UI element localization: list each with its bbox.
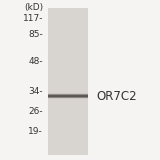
Text: 26-: 26- [29, 107, 43, 116]
Bar [48, 94, 88, 95]
Bar [48, 93, 88, 94]
Text: 19-: 19- [28, 128, 43, 136]
Bar [48, 97, 88, 98]
Text: (kD): (kD) [24, 3, 43, 12]
Bar [48, 93, 88, 94]
Bar [48, 95, 88, 96]
Bar [48, 95, 88, 96]
Bar [48, 95, 88, 96]
Bar [48, 98, 88, 99]
Bar [48, 96, 88, 97]
Text: OR7C2: OR7C2 [96, 89, 137, 103]
Bar [48, 93, 88, 94]
Text: 34-: 34- [29, 88, 43, 96]
Bar [48, 96, 88, 97]
Bar [48, 98, 88, 99]
Bar [48, 8, 88, 155]
Bar [48, 97, 88, 98]
Text: 85-: 85- [28, 30, 43, 39]
Bar [48, 96, 88, 97]
Bar [48, 94, 88, 95]
Bar [48, 98, 88, 99]
Text: 48-: 48- [29, 57, 43, 66]
Text: 117-: 117- [23, 14, 43, 23]
